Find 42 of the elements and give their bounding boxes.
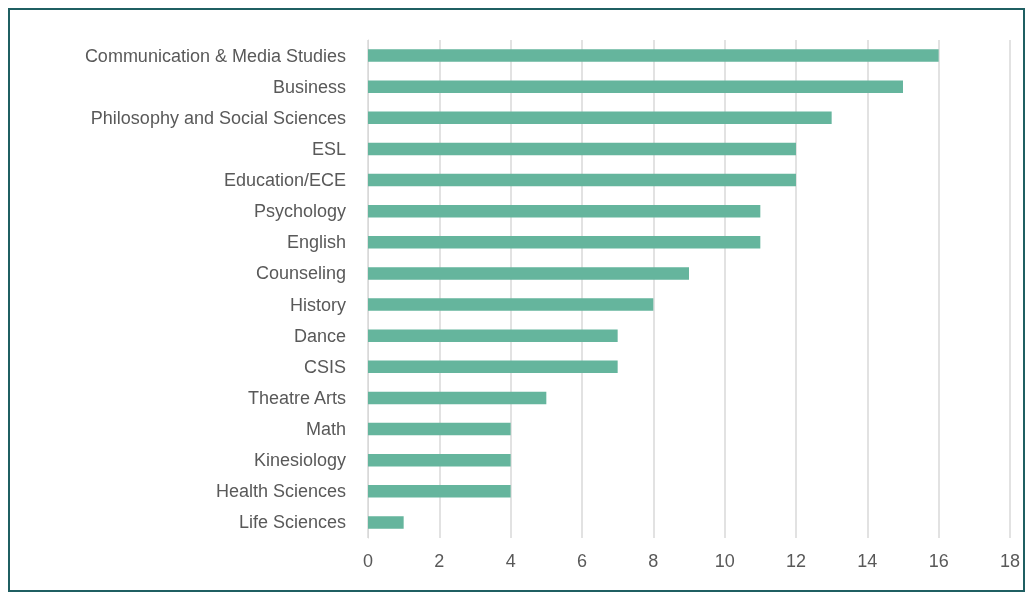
x-tick-label: 0 (362, 551, 374, 571)
y-tick-label: CSIS (303, 356, 346, 377)
bar (368, 267, 689, 280)
bar (368, 516, 404, 529)
y-tick-label: Health Sciences (215, 481, 346, 502)
x-tick-label: 12 (785, 551, 807, 571)
y-tick-label: Life Sciences (238, 512, 346, 533)
bar (368, 111, 832, 125)
y-tick-label: English (286, 232, 346, 253)
y-tick-label: History (289, 294, 346, 315)
y-tick-label: Kinesiology (253, 450, 346, 471)
y-tick-label: Business (272, 76, 346, 97)
bar (368, 329, 618, 342)
y-tick-label: Theatre Arts (247, 387, 346, 408)
bar (368, 236, 761, 249)
y-tick-label: Communication & Media Studies (84, 45, 346, 66)
y-tick-label: Education/ECE (223, 170, 346, 191)
bar (368, 142, 796, 156)
y-tick-label: Philosophy and Social Sciences (90, 107, 346, 128)
bar (368, 422, 511, 436)
x-tick-label: 18 (999, 551, 1020, 571)
x-tick-label: 6 (576, 551, 587, 571)
y-tick-label: Counseling (255, 263, 346, 284)
y-tick-label: Math (305, 419, 346, 440)
bar (368, 49, 939, 62)
bar (368, 173, 796, 187)
y-tick-label: Psychology (253, 201, 346, 222)
y-tick-label: Dance (293, 325, 346, 346)
x-tick-label: 8 (648, 551, 659, 571)
x-tick-label: 16 (928, 551, 949, 571)
x-tick-label: 10 (714, 551, 735, 571)
bar (368, 391, 547, 405)
bar (368, 80, 903, 93)
x-tick-label: 2 (434, 551, 445, 571)
bar (368, 360, 618, 374)
x-tick-label: 14 (857, 551, 878, 571)
bar (368, 453, 511, 467)
bar (368, 298, 654, 311)
bar (368, 485, 511, 498)
bar (368, 204, 761, 218)
y-tick-label: ESL (311, 138, 346, 159)
x-tick-label: 4 (505, 551, 516, 571)
